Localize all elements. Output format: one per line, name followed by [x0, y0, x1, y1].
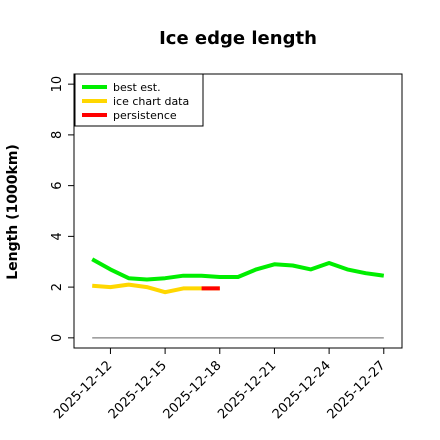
chart-title: Ice edge length	[159, 28, 317, 49]
y-tick-label: 4	[50, 232, 65, 240]
plot-frame	[73, 73, 403, 349]
legend-label: persistence	[113, 109, 177, 122]
y-tick-label: 2	[50, 283, 65, 291]
legend-label: ice chart data	[113, 95, 189, 108]
legend-label: best est.	[113, 81, 161, 94]
data-lines	[91, 257, 385, 339]
y-tick-label: 0	[50, 334, 65, 342]
axis-ticks: 02468102025-12-122025-12-152025-12-18202…	[50, 76, 389, 422]
y-tick-label: 6	[50, 181, 65, 189]
y-axis-label: Length (1000km)	[5, 144, 21, 280]
best-est-series	[91, 257, 385, 282]
ice-chart-data-series	[92, 282, 220, 295]
x-tick-label: 2025-12-27	[325, 358, 389, 422]
y-tick-label: 10	[50, 76, 65, 93]
y-tick-label: 8	[50, 131, 65, 139]
